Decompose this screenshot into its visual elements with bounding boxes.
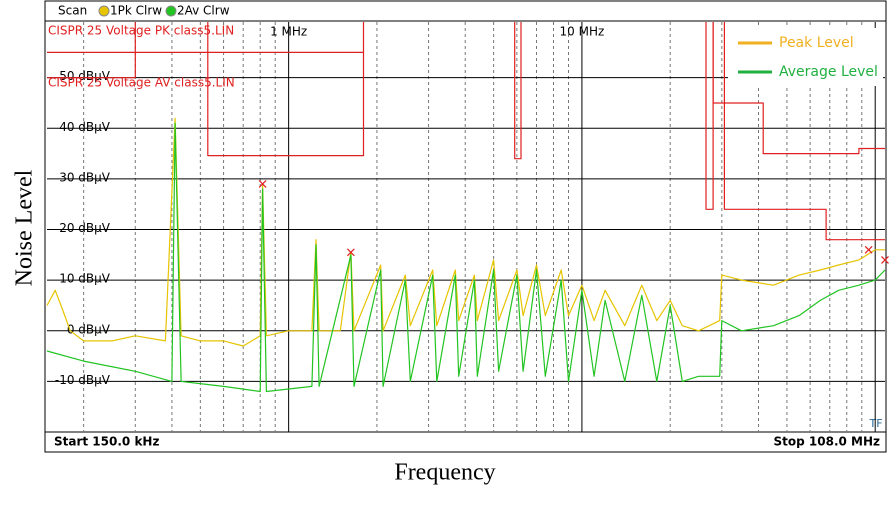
marker bbox=[864, 245, 873, 254]
legend-label: Average Level bbox=[779, 64, 878, 80]
limit-line bbox=[47, 22, 885, 241]
y-tick-label: 50 dBµV bbox=[59, 69, 111, 83]
y-axis-title: Noise Level bbox=[12, 169, 38, 286]
limit-label: CISPR 25 Voltage AV class5.LIN bbox=[48, 76, 235, 90]
x-axis-title: Frequency bbox=[394, 460, 495, 486]
marker bbox=[346, 248, 355, 257]
trace bbox=[46, 122, 886, 393]
y-tick-label: 40 dBµV bbox=[59, 120, 111, 134]
trace2-icon bbox=[165, 5, 177, 17]
trace2-label: 2Av Clrw bbox=[177, 4, 230, 18]
marker bbox=[881, 255, 889, 264]
y-tick-label: 0 dBµV bbox=[67, 322, 111, 336]
y-tick-label: 20 dBµV bbox=[59, 221, 111, 235]
legend-label: Peak Level bbox=[779, 35, 854, 51]
x-tick-label: 1 MHz bbox=[270, 25, 307, 39]
mode-label: Scan bbox=[58, 4, 87, 18]
stop-label: Stop 108.0 MHz bbox=[774, 435, 881, 449]
trace1-label: 1Pk Clrw bbox=[110, 4, 162, 18]
legend-box bbox=[728, 28, 883, 86]
trace bbox=[46, 117, 885, 347]
y-tick-label: -10 dBµV bbox=[55, 373, 111, 387]
marker bbox=[258, 180, 267, 188]
y-tick-label: 10 dBµV bbox=[59, 272, 111, 286]
start-label: Start 150.0 kHz bbox=[54, 435, 159, 449]
y-tick-label: 30 dBµV bbox=[59, 170, 111, 184]
limit-label: CISPR 25 Voltage PK class5.LIN bbox=[48, 24, 234, 38]
trace1-icon bbox=[98, 5, 110, 17]
x-tick-label: 10 MHz bbox=[560, 25, 605, 39]
